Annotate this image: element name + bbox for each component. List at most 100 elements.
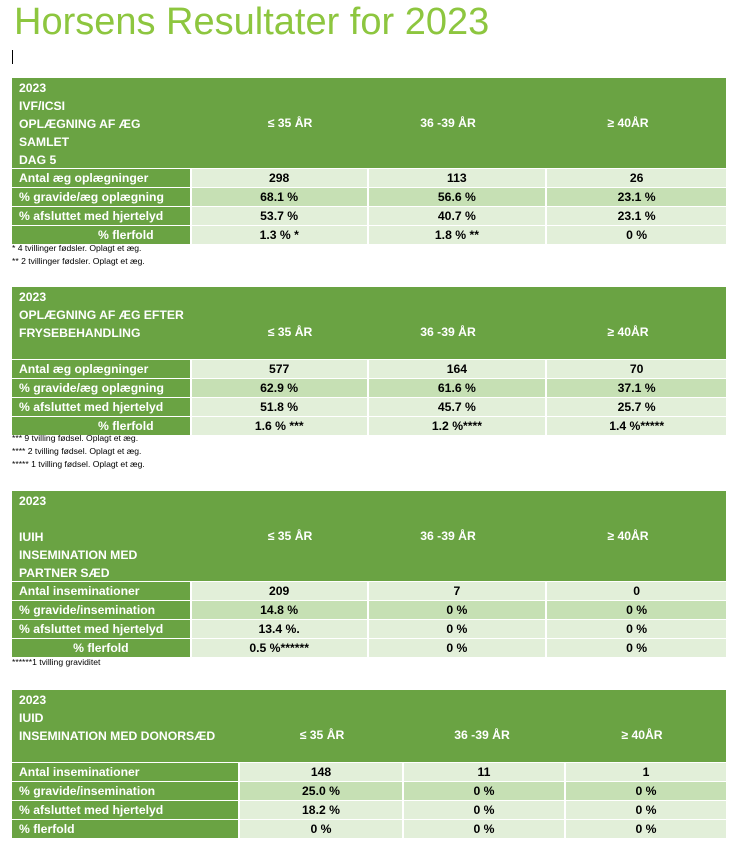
table-cell: 70 [547, 360, 726, 378]
row-label: % afsluttet med hjertelyd [12, 620, 190, 638]
table-cell: 37.1 % [547, 379, 726, 397]
table-cell: 23.1 % [547, 188, 726, 206]
header-line: IVF/ICSI [19, 99, 66, 113]
table-header: 2023 IVF/ICSI OPLÆGNING AF ÆG SAMLET DAG 5 ≤ … [12, 78, 726, 168]
table-row: % gravide/insemination 14.8 % 0 % 0 % [12, 601, 726, 619]
table-header: 2023 IUIH INSEMINATION MED PARTNER SÆD ≤ 35 … [12, 491, 726, 581]
row-label: % flerfold [12, 820, 238, 838]
row-label: Antal inseminationer [12, 763, 238, 781]
row-label: % gravide/insemination [12, 601, 190, 619]
row-label: % flerfold [12, 417, 190, 435]
footnote: *** 9 tvilling fødsel. Oplagt et æg. [12, 433, 139, 443]
table-cell: 0 % [566, 820, 726, 838]
table-cell: 14.8 % [191, 601, 367, 619]
table-cell: 62.9 % [191, 379, 367, 397]
table-cell: 13.4 %. [191, 620, 367, 638]
row-label: % gravide/æg oplægning [12, 188, 190, 206]
header-line: IUIH [19, 530, 44, 544]
header-line: FRYSEBEHANDLING [19, 326, 141, 340]
table-cell: 25.0 % [240, 782, 402, 800]
table-cell: 148 [240, 763, 402, 781]
table-cell: 209 [191, 582, 367, 600]
table-row: % afsluttet med hjertelyd 51.8 % 45.7 % 25.… [12, 398, 726, 416]
results-table: 2023 IVF/ICSI OPLÆGNING AF ÆG SAMLET DAG 5 ≤ … [12, 78, 727, 244]
table-cell: 0 % [368, 601, 546, 619]
table-cell: 51.8 % [191, 398, 367, 416]
header-line: PARTNER SÆD [19, 566, 110, 580]
header-line [19, 510, 137, 528]
header-line: INSEMINATION MED DONORSÆD [19, 729, 216, 743]
row-label: % gravide/insemination [12, 782, 238, 800]
column-header: 36 -39 ÅR [454, 728, 510, 742]
page-title: Horsens Resultater for 2023 [14, 1, 490, 43]
column-header: 36 -39 ÅR [420, 529, 476, 543]
row-label: Antal æg oplægninger [12, 169, 190, 187]
table-row: Antal inseminationer 148 11 1 [12, 763, 726, 781]
header-title: 2023 IVF/ICSI OPLÆGNING AF ÆG SAMLET DAG 5 [19, 79, 140, 169]
table-cell: 61.6 % [368, 379, 546, 397]
header-title: 2023 IUID INSEMINATION MED DONORSÆD [19, 691, 215, 745]
table-cell: 0 [547, 582, 726, 600]
footnote: **** 2 tvilling fødsel. Oplagt et æg. [12, 446, 142, 456]
column-header: ≤ 35 ÅR [299, 728, 345, 742]
row-label: % flerfold [12, 226, 190, 244]
column-header: ≤ 35 ÅR [267, 529, 313, 543]
table-row: % afsluttet med hjertelyd 18.2 % 0 % 0 % [12, 801, 726, 819]
table-cell: 577 [191, 360, 367, 378]
footnote: * 4 tvillinger fødsler. Oplagt et æg. [12, 243, 142, 253]
table-cell: 0 % [368, 620, 546, 638]
column-header: ≥ 40ÅR [621, 728, 663, 742]
table-row: % afsluttet med hjertelyd 13.4 %. 0 % 0 % [12, 620, 726, 638]
row-label: % afsluttet med hjertelyd [12, 801, 238, 819]
header-line: 2023 [19, 81, 47, 95]
row-label: Antal inseminationer [12, 582, 190, 600]
header-line: 2023 [19, 290, 47, 304]
header-line: OPLÆGNING AF ÆG [19, 117, 141, 131]
header-title: 2023 OPLÆGNING AF ÆG EFTER FRYSEBEHANDLING [19, 288, 184, 342]
table-cell: 1.3 % * [191, 226, 367, 244]
table-cell: 18.2 % [240, 801, 402, 819]
table-cell: 1.2 %**** [368, 417, 546, 435]
text-cursor [12, 50, 13, 64]
table-row: % flerfold 1.3 % * 1.8 % ** 0 % [12, 226, 727, 244]
table-row: % gravide/æg oplægning 68.1 % 56.6 % 23.1 % [12, 188, 726, 206]
column-header: ≥ 40ÅR [607, 116, 649, 130]
table-cell: 53.7 % [191, 207, 367, 225]
table-cell: 1.6 % *** [191, 417, 367, 435]
table-cell: 1 [566, 763, 726, 781]
footnote: ******1 tvilling graviditet [12, 657, 101, 667]
column-header: ≤ 35 ÅR [267, 116, 313, 130]
table-row: Antal æg oplægninger 298 113 26 [12, 169, 726, 187]
table-row: % afsluttet med hjertelyd 53.7 % 40.7 % 23.… [12, 207, 726, 225]
header-line: INSEMINATION MED [19, 548, 138, 562]
table-cell: 0 % [368, 639, 546, 657]
row-label: % gravide/æg oplægning [12, 379, 190, 397]
table-cell: 298 [191, 169, 367, 187]
header-line: 2023 [19, 494, 47, 508]
table-cell: 0 % [240, 820, 402, 838]
table-header: 2023 OPLÆGNING AF ÆG EFTER FRYSEBEHANDLING… [12, 287, 726, 359]
footnote: ** 2 tvillinger fødsler. Oplagt et æg. [12, 256, 145, 266]
table-cell: 0 % [404, 782, 564, 800]
table-cell: 25.7 % [547, 398, 726, 416]
column-header: 36 -39 ÅR [420, 325, 476, 339]
table-cell: 0 % [404, 801, 564, 819]
table-row: Antal æg oplægninger 577 164 70 [12, 360, 726, 378]
column-header: 36 -39 ÅR [420, 116, 476, 130]
column-header: ≥ 40ÅR [607, 325, 649, 339]
table-cell: 56.6 % [368, 188, 546, 206]
row-label: % afsluttet med hjertelyd [12, 398, 190, 416]
table-cell: 0.5 %****** [191, 639, 367, 657]
table-cell: 1.8 % ** [368, 226, 546, 244]
row-label: Antal æg oplægninger [12, 360, 190, 378]
header-line: SAMLET [19, 135, 70, 149]
table-cell: 0 % [566, 801, 726, 819]
table-cell: 11 [404, 763, 564, 781]
table-cell: 0 % [547, 226, 727, 244]
table-row: Antal inseminationer 209 7 0 [12, 582, 726, 600]
header-line: OPLÆGNING AF ÆG EFTER [19, 308, 184, 322]
table-cell: 0 % [547, 601, 726, 619]
table-cell: 0 % [566, 782, 726, 800]
table-cell: 7 [368, 582, 546, 600]
row-label: % flerfold [12, 639, 190, 657]
